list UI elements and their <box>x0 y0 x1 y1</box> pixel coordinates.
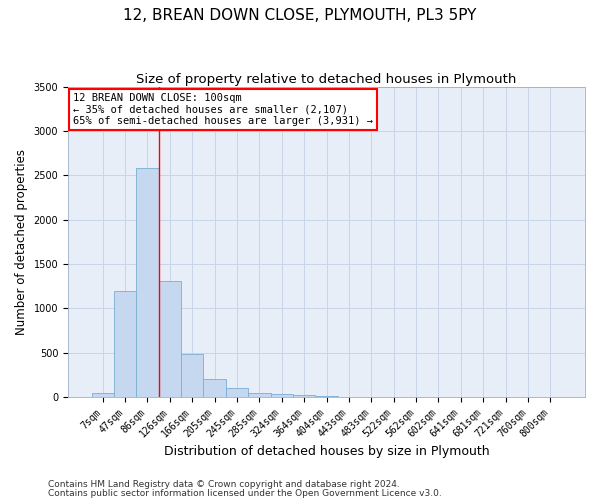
Title: Size of property relative to detached houses in Plymouth: Size of property relative to detached ho… <box>136 72 517 86</box>
Text: 12 BREAN DOWN CLOSE: 100sqm
← 35% of detached houses are smaller (2,107)
65% of : 12 BREAN DOWN CLOSE: 100sqm ← 35% of det… <box>73 93 373 126</box>
Bar <box>114 290 136 397</box>
X-axis label: Distribution of detached houses by size in Plymouth: Distribution of detached houses by size … <box>164 444 490 458</box>
Y-axis label: Number of detached properties: Number of detached properties <box>15 149 28 335</box>
Bar <box>226 388 248 397</box>
Text: Contains HM Land Registry data © Crown copyright and database right 2024.: Contains HM Land Registry data © Crown c… <box>48 480 400 489</box>
Bar <box>92 393 114 397</box>
Bar <box>293 396 316 397</box>
Text: Contains public sector information licensed under the Open Government Licence v3: Contains public sector information licen… <box>48 488 442 498</box>
Bar <box>271 394 293 397</box>
Bar <box>181 354 203 397</box>
Bar <box>158 281 181 397</box>
Text: 12, BREAN DOWN CLOSE, PLYMOUTH, PL3 5PY: 12, BREAN DOWN CLOSE, PLYMOUTH, PL3 5PY <box>124 8 476 22</box>
Bar <box>248 393 271 397</box>
Bar <box>136 168 158 397</box>
Bar <box>316 396 338 397</box>
Bar <box>203 380 226 397</box>
